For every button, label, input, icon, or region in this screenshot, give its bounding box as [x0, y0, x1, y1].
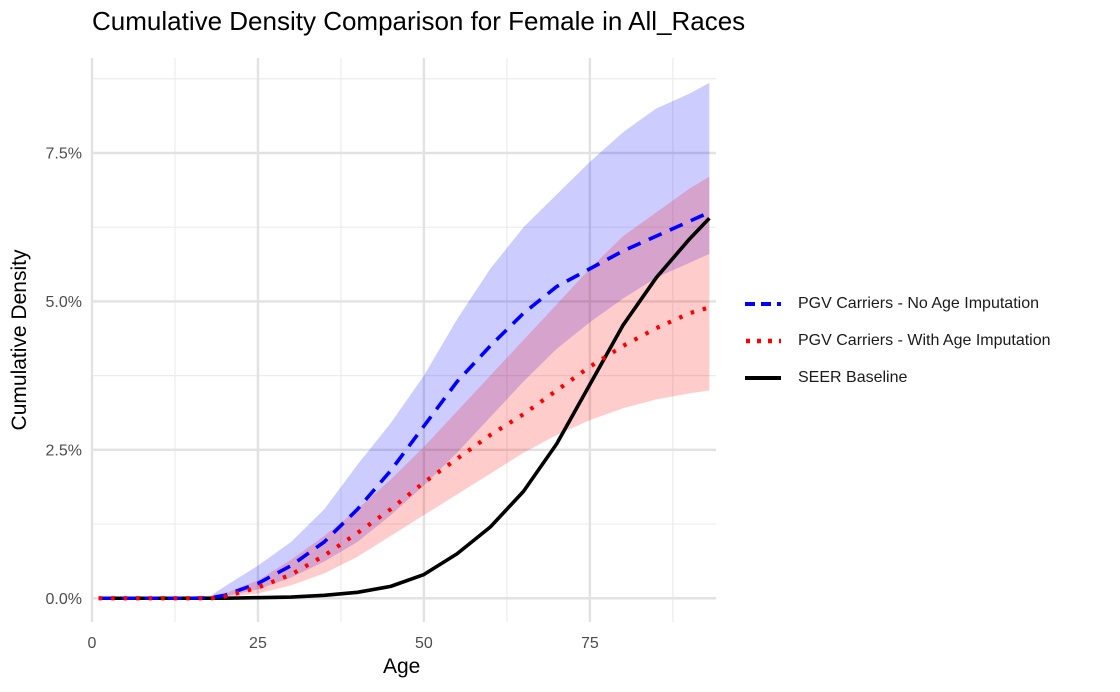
x-tick-label: 0: [88, 635, 97, 652]
legend-label: PGV Carriers - No Age Imputation: [798, 294, 1039, 312]
legend-label: PGV Carriers - With Age Imputation: [798, 331, 1051, 349]
legend-key-dotted-red: [746, 338, 781, 343]
x-axis-label: Age: [383, 655, 421, 678]
confidence-band-no-age-imputation: [98, 82, 710, 599]
y-tick-label: 0.0%: [46, 591, 82, 608]
chart-title: Cumulative Density Comparison for Female…: [92, 6, 746, 36]
no-age-imputation-line: [98, 210, 711, 601]
legend-label: SEER Baseline: [798, 368, 908, 386]
x-tick-label: 25: [249, 635, 267, 652]
with-age-imputation-line: [98, 305, 710, 601]
y-tick-label: 7.5%: [46, 145, 82, 162]
axis-ticks: 0 25 50 75 0.0% 2.5% 5.0% 7.5%: [46, 145, 599, 652]
series-lines: [98, 210, 711, 601]
grid: [90, 58, 716, 622]
y-tick-label: 5.0%: [46, 294, 82, 311]
legend-item-no-age-imputation: PGV Carriers - No Age Imputation: [744, 285, 1051, 322]
legend: PGV Carriers - No Age Imputation PGV Car…: [744, 285, 1051, 396]
x-tick-label: 75: [581, 635, 599, 652]
confidence-bands: [98, 82, 710, 599]
legend-item-seer-baseline: SEER Baseline: [744, 359, 1051, 396]
legend-item-with-age-imputation: PGV Carriers - With Age Imputation: [744, 322, 1051, 359]
y-tick-label: 2.5%: [46, 442, 82, 459]
legend-key-solid-black: [745, 375, 781, 380]
x-tick-label: 50: [415, 635, 433, 652]
seer-baseline-line: [98, 217, 711, 601]
legend-key-dashed-blue: [745, 301, 781, 306]
y-axis-label: Cumulative Density: [8, 249, 31, 431]
